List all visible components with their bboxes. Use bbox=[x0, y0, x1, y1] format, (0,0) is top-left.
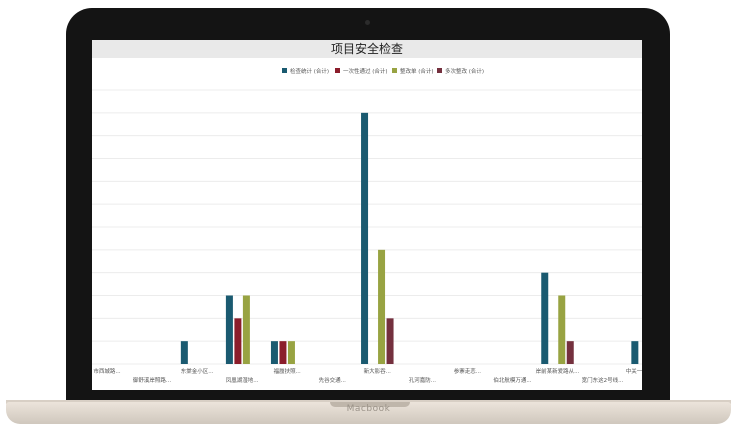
x-tick-label: 先谷交通... bbox=[319, 376, 346, 384]
bar bbox=[541, 272, 549, 364]
bar-chart: 检查统计 (合计) 一次性通过 (合计) 整改单 (合计) 多次整改 (合计) 市西城路… bbox=[92, 67, 642, 384]
x-tick-label: 参寨走恋... bbox=[454, 367, 481, 375]
bar bbox=[361, 112, 369, 364]
laptop-brand: Macbook bbox=[346, 404, 391, 414]
legend-swatch bbox=[392, 68, 397, 73]
bar bbox=[234, 318, 242, 364]
x-tick-label: 市西城路... bbox=[93, 367, 120, 375]
bar bbox=[631, 341, 639, 364]
legend-label: 一次性通过 (合计) bbox=[343, 67, 388, 75]
x-tick-label: 孔河嘉防... bbox=[409, 376, 436, 384]
bar bbox=[279, 341, 287, 364]
bar bbox=[378, 249, 386, 364]
bar bbox=[287, 341, 295, 364]
x-tick-label: 伯北航模万通... bbox=[493, 376, 531, 384]
legend-label: 检查统计 (合计) bbox=[290, 67, 329, 75]
x-tick-label: 御舒溪岸照路... bbox=[133, 376, 171, 384]
x-tick-label: 岸前某新爱路从... bbox=[536, 367, 580, 375]
camera-icon bbox=[365, 20, 370, 25]
legend-swatch bbox=[335, 68, 340, 73]
legend-swatch bbox=[282, 68, 287, 73]
chart-display: 项目安全检查 检查统计 (合计) 一次性通过 (合计) 整改单 (合计) 多次整改 (… bbox=[92, 40, 642, 390]
x-tick-label: 东棠金小区... bbox=[181, 367, 214, 375]
laptop-notch bbox=[330, 402, 410, 407]
bar bbox=[242, 295, 250, 364]
legend-label: 整改单 (合计) bbox=[400, 67, 434, 75]
x-tick-label: 新大影吞... bbox=[364, 367, 391, 375]
bar bbox=[180, 341, 188, 364]
bar bbox=[386, 318, 394, 364]
x-tick-label: 福蜃扶照... bbox=[274, 367, 301, 375]
bar bbox=[270, 341, 278, 364]
laptop-base bbox=[6, 402, 731, 424]
bar bbox=[566, 341, 574, 364]
bar bbox=[225, 295, 233, 364]
legend-swatch bbox=[437, 68, 442, 73]
legend-label: 多次整改 (合计) bbox=[445, 67, 484, 75]
x-tick-label: 宽门东这2号线... bbox=[582, 376, 624, 384]
x-tick-label: 中关一公园五分... bbox=[626, 367, 642, 375]
bar bbox=[558, 295, 566, 364]
x-tick-label: 凤凰湖湿地... bbox=[226, 376, 259, 384]
chart-title: 项目安全检查 bbox=[92, 40, 642, 58]
